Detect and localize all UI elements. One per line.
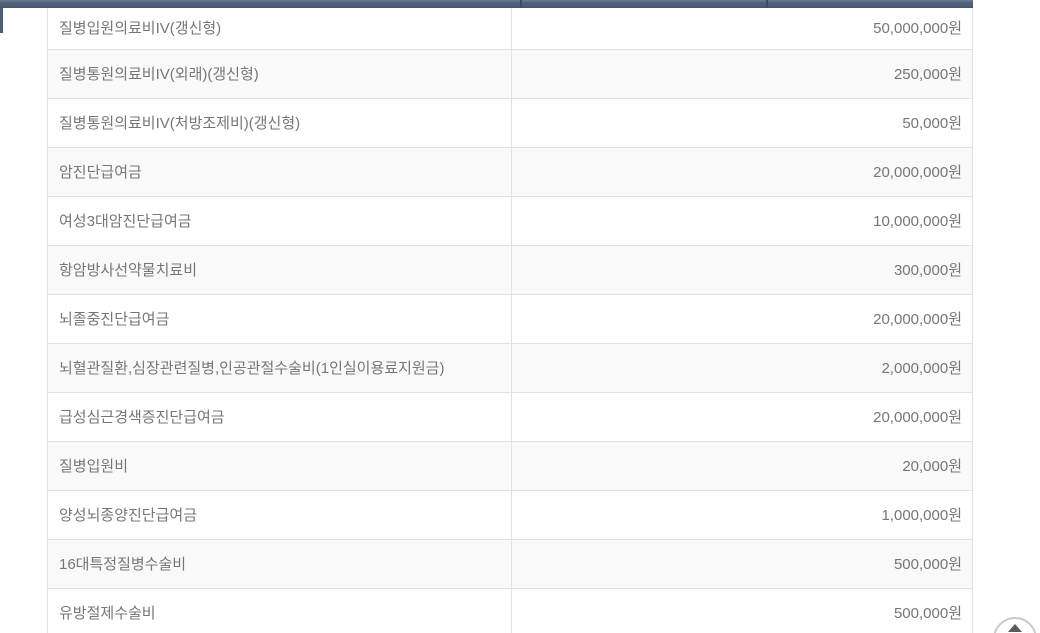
coverage-amount: 300,000원 <box>893 261 962 279</box>
coverage-amount: 20,000,000원 <box>873 310 962 328</box>
coverage-name-cell: 질병입원의료비IV(갱신형) <box>48 8 512 49</box>
coverage-name-cell: 암진단급여금 <box>48 148 512 196</box>
table-row: 질병입원의료비IV(갱신형) 50,000,000원 <box>48 8 972 50</box>
table-row: 질병통원의료비IV(외래)(갱신형) 250,000원 <box>48 50 972 99</box>
coverage-amount-cell: 50,000,000원 <box>512 8 972 49</box>
coverage-name: 양성뇌종양진단급여금 <box>59 506 198 524</box>
coverage-amount: 20,000,000원 <box>873 163 962 181</box>
coverage-amount-cell: 500,000원 <box>512 540 972 588</box>
header-column-divider <box>766 0 768 8</box>
table-row: 양성뇌종양진단급여금 1,000,000원 <box>48 491 972 540</box>
table-row: 질병입원비 20,000원 <box>48 442 972 491</box>
table-row: 뇌졸중진단급여금 20,000,000원 <box>48 295 972 344</box>
coverage-name: 뇌졸중진단급여금 <box>59 310 170 328</box>
header-column-divider <box>520 0 522 8</box>
coverage-name-cell: 16대특정질병수술비 <box>48 540 512 588</box>
coverage-name: 암진단급여금 <box>59 163 142 181</box>
coverage-name-cell: 여성3대암진단급여금 <box>48 197 512 245</box>
coverage-name: 유방절제수술비 <box>59 604 156 622</box>
coverage-name-cell: 양성뇌종양진단급여금 <box>48 491 512 539</box>
coverage-amount: 10,000,000원 <box>873 212 962 230</box>
coverage-amount: 20,000,000원 <box>873 408 962 426</box>
arrow-up-icon <box>1008 624 1022 632</box>
coverage-amount: 250,000원 <box>893 65 962 83</box>
coverage-amount-cell: 20,000,000원 <box>512 393 972 441</box>
coverage-name-cell: 항암방사선약물치료비 <box>48 246 512 294</box>
coverage-amount: 2,000,000원 <box>881 359 962 377</box>
coverage-amount: 500,000원 <box>893 604 962 622</box>
coverage-name-cell: 뇌졸중진단급여금 <box>48 295 512 343</box>
coverage-amount-cell: 20,000,000원 <box>512 148 972 196</box>
left-edge-strip <box>0 8 3 33</box>
coverage-amount-cell: 250,000원 <box>512 50 972 98</box>
coverage-amount-cell: 20,000,000원 <box>512 295 972 343</box>
coverage-name: 질병통원의료비IV(외래)(갱신형) <box>59 65 259 83</box>
coverage-amount: 50,000,000원 <box>873 20 962 37</box>
coverage-name-cell: 유방절제수술비 <box>48 589 512 633</box>
coverage-name: 질병입원비 <box>59 457 129 475</box>
coverage-amount-cell: 2,000,000원 <box>512 344 972 392</box>
coverage-amount-cell: 50,000원 <box>512 99 972 147</box>
scroll-to-top-button[interactable] <box>993 617 1037 633</box>
coverage-name-cell: 질병통원의료비IV(처방조제비)(갱신형) <box>48 99 512 147</box>
coverage-name: 16대특정질병수술비 <box>59 555 187 573</box>
table-row: 여성3대암진단급여금 10,000,000원 <box>48 197 972 246</box>
table-row: 뇌혈관질환,심장관련질병,인공관절수술비(1인실이용료지원금) 2,000,00… <box>48 344 972 393</box>
table-row: 유방절제수술비 500,000원 <box>48 589 972 633</box>
coverage-name-cell: 질병입원비 <box>48 442 512 490</box>
coverage-name: 항암방사선약물치료비 <box>59 261 198 279</box>
coverage-name-cell: 급성심근경색증진단급여금 <box>48 393 512 441</box>
coverage-amount-cell: 10,000,000원 <box>512 197 972 245</box>
table-header-bar <box>0 0 973 8</box>
coverage-amount-cell: 300,000원 <box>512 246 972 294</box>
coverage-name-cell: 질병통원의료비IV(외래)(갱신형) <box>48 50 512 98</box>
coverage-name: 여성3대암진단급여금 <box>59 212 192 230</box>
table-row: 질병통원의료비IV(처방조제비)(갱신형) 50,000원 <box>48 99 972 148</box>
table-row: 급성심근경색증진단급여금 20,000,000원 <box>48 393 972 442</box>
coverage-name: 질병통원의료비IV(처방조제비)(갱신형) <box>59 114 301 132</box>
coverage-amount: 1,000,000원 <box>881 506 962 524</box>
coverage-amount: 500,000원 <box>893 555 962 573</box>
table-row: 16대특정질병수술비 500,000원 <box>48 540 972 589</box>
coverage-amount: 50,000원 <box>902 114 962 132</box>
table-row: 항암방사선약물치료비 300,000원 <box>48 246 972 295</box>
coverage-name: 질병입원의료비IV(갱신형) <box>59 20 222 37</box>
coverage-amount: 20,000원 <box>902 457 962 475</box>
coverage-amount-cell: 1,000,000원 <box>512 491 972 539</box>
coverage-amount-cell: 20,000원 <box>512 442 972 490</box>
coverage-table: 질병입원의료비IV(갱신형) 50,000,000원 질병통원의료비IV(외래)… <box>47 8 973 633</box>
coverage-amount-cell: 500,000원 <box>512 589 972 633</box>
table-row: 암진단급여금 20,000,000원 <box>48 148 972 197</box>
coverage-name: 급성심근경색증진단급여금 <box>59 408 225 426</box>
coverage-name-cell: 뇌혈관질환,심장관련질병,인공관절수술비(1인실이용료지원금) <box>48 344 512 392</box>
coverage-name: 뇌혈관질환,심장관련질병,인공관절수술비(1인실이용료지원금) <box>59 359 445 377</box>
